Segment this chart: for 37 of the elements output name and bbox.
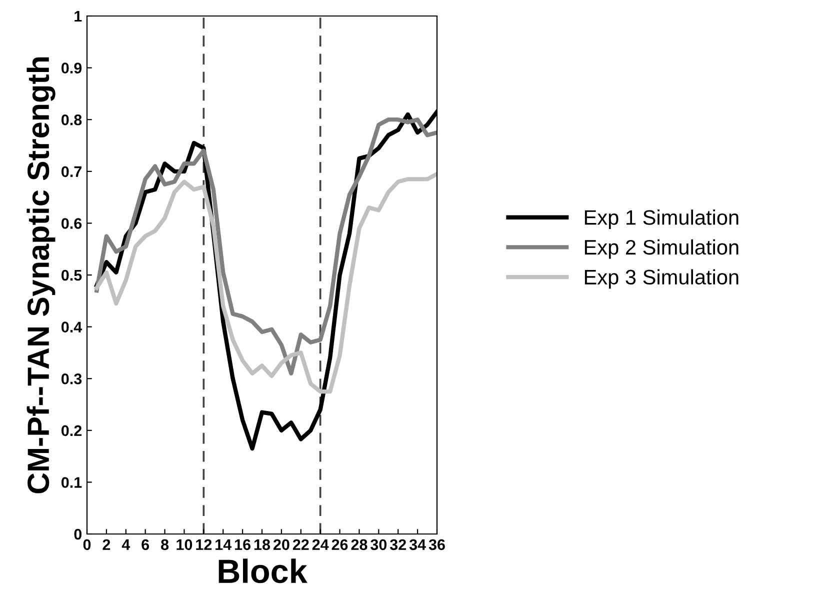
x-tick-label: 6 [142,539,150,550]
y-tick-label: 0.3 [62,373,82,384]
x-tick-label: 36 [428,539,445,550]
y-axis-title: CM-Pf--TAN Synaptic Strength [26,57,56,494]
x-tick-label: 28 [351,539,368,550]
x-tick-label: 32 [390,539,406,550]
y-tick-label: 1 [74,11,82,22]
x-tick-label: 12 [196,539,212,550]
y-tick-label: 0.4 [62,322,82,332]
y-tick-label: 0.5 [62,270,82,281]
legend-label: Exp 3 Simulation [584,269,738,289]
x-tick-label: 34 [409,539,426,550]
y-tick-label: 0.2 [62,425,82,436]
x-tick-label: 22 [292,539,309,550]
x-axis-title: Block [218,558,308,584]
x-tick-label: 18 [254,539,270,550]
x-tick-label: 4 [122,539,130,550]
x-tick-label: 30 [370,539,387,550]
line-series [94,118,437,376]
x-tick-label: 24 [312,539,329,550]
line-series [94,172,437,394]
x-tick-label: 20 [273,539,290,550]
x-tick-label: 2 [102,539,110,550]
y-tick-label: 0.1 [62,477,82,488]
y-tick-label: 0.7 [62,166,82,178]
y-tick-label: 0.6 [62,218,82,229]
x-tick-label: 26 [332,539,348,550]
x-tick-label: 16 [235,539,250,550]
x-tick-label: 0 [83,539,91,550]
x-tick-label: 10 [176,539,192,550]
x-tick-label: 8 [161,539,169,550]
legend-label: Exp 1 Simulation [584,210,738,229]
y-tick-label: 0 [74,528,82,540]
y-tick-label: 0.9 [62,62,82,74]
x-tick-label: 14 [216,539,232,550]
legend-label: Exp 2 Simulation [584,239,738,259]
y-tick-label: 0.8 [62,114,82,126]
